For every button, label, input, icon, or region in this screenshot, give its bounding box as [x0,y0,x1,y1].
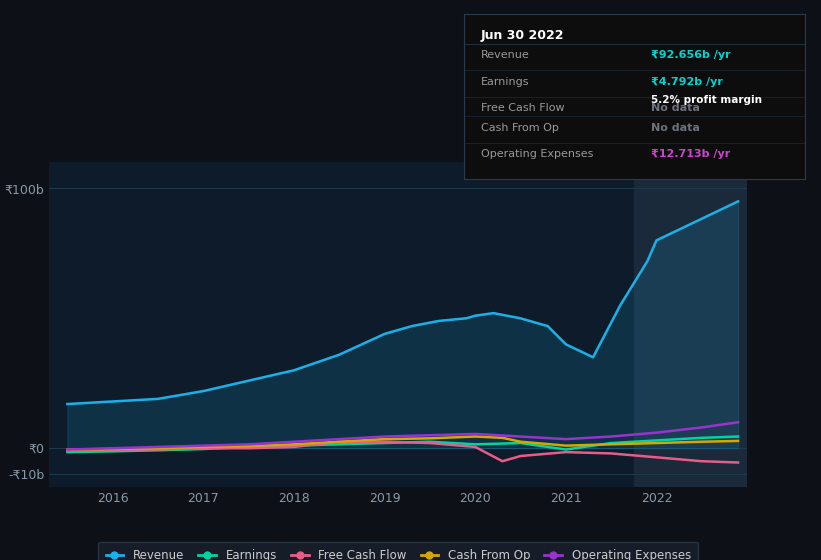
Text: Jun 30 2022: Jun 30 2022 [481,29,564,42]
Legend: Revenue, Earnings, Free Cash Flow, Cash From Op, Operating Expenses: Revenue, Earnings, Free Cash Flow, Cash … [99,542,698,560]
Text: Free Cash Flow: Free Cash Flow [481,103,565,113]
Bar [634,162,747,487]
Text: ₹92.656b /yr: ₹92.656b /yr [651,50,731,60]
Text: No data: No data [651,103,700,113]
Text: Revenue: Revenue [481,50,530,60]
Text: Earnings: Earnings [481,77,530,87]
Text: No data: No data [651,123,700,133]
Text: Cash From Op: Cash From Op [481,123,559,133]
Text: ₹12.713b /yr: ₹12.713b /yr [651,150,731,160]
Text: ₹4.792b /yr: ₹4.792b /yr [651,77,723,87]
Text: 5.2% profit margin: 5.2% profit margin [651,95,762,105]
Text: Operating Expenses: Operating Expenses [481,150,594,160]
